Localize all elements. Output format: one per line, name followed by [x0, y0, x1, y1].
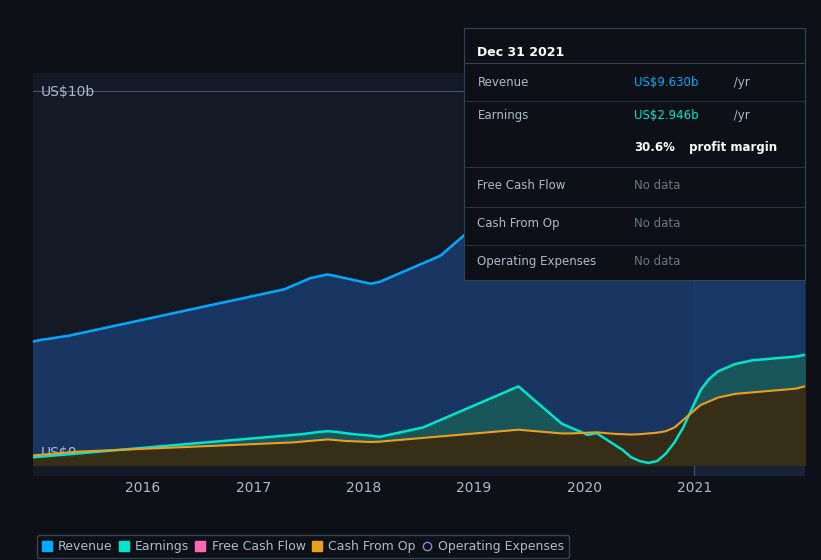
Text: 30.6%: 30.6%: [635, 141, 675, 155]
Text: US$2.946b: US$2.946b: [635, 109, 699, 122]
Text: Operating Expenses: Operating Expenses: [478, 255, 597, 268]
Text: Dec 31 2021: Dec 31 2021: [478, 46, 565, 59]
Bar: [695, 73, 805, 476]
Text: No data: No data: [635, 217, 681, 230]
Legend: Revenue, Earnings, Free Cash Flow, Cash From Op, Operating Expenses: Revenue, Earnings, Free Cash Flow, Cash …: [37, 535, 569, 558]
Text: No data: No data: [635, 179, 681, 192]
Text: US$10b: US$10b: [40, 85, 94, 99]
Text: US$0: US$0: [40, 446, 77, 460]
Text: Earnings: Earnings: [478, 109, 529, 122]
Text: /yr: /yr: [730, 76, 750, 89]
Text: US$9.630b: US$9.630b: [635, 76, 699, 89]
Text: Cash From Op: Cash From Op: [478, 217, 560, 230]
Text: Free Cash Flow: Free Cash Flow: [478, 179, 566, 192]
Text: /yr: /yr: [730, 109, 750, 122]
Text: No data: No data: [635, 255, 681, 268]
Text: profit margin: profit margin: [686, 141, 777, 155]
Text: Revenue: Revenue: [478, 76, 529, 89]
